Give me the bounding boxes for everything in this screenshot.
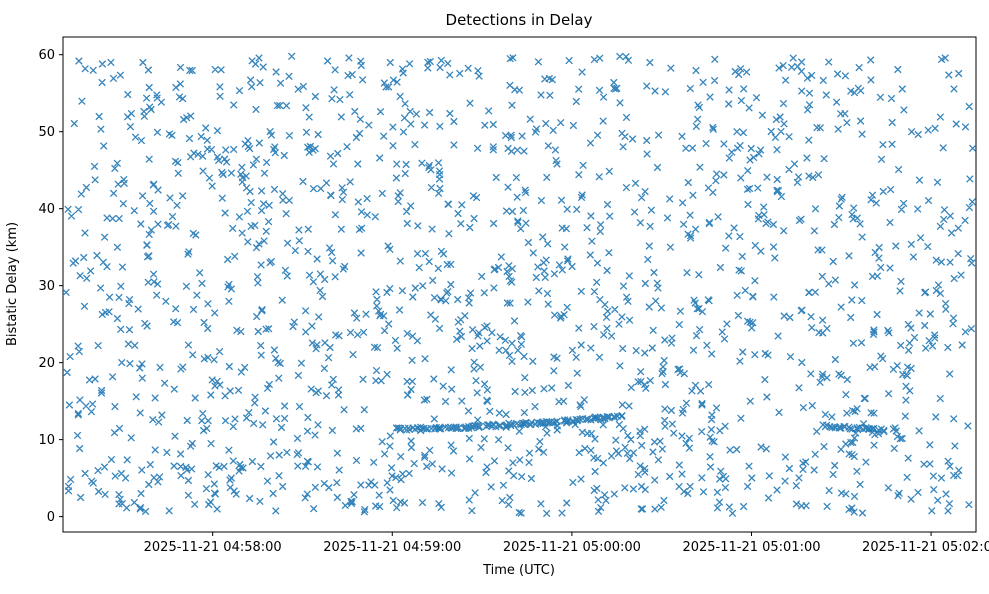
y-tick-label: 20 — [38, 356, 55, 371]
y-tick-label: 30 — [38, 279, 55, 294]
y-axis-ticks: 0 10 20 30 40 50 60 — [38, 48, 63, 525]
x-axis-ticks: 2025-11-21 04:58:00 2025-11-21 04:59:00 20… — [144, 532, 989, 555]
y-tick-label: 0 — [47, 510, 55, 525]
chart-title: Detections in Delay — [446, 11, 593, 29]
y-axis-label: Bistatic Delay (km) — [5, 222, 20, 346]
x-tick-label: 2025-11-21 05:02:00 — [862, 540, 989, 555]
y-tick-label: 60 — [38, 48, 55, 63]
x-axis-label: Time (UTC) — [482, 563, 555, 578]
y-tick-label: 10 — [38, 433, 55, 448]
data-points — [62, 52, 977, 518]
x-tick-label: 2025-11-21 05:00:00 — [503, 540, 641, 555]
y-tick-label: 50 — [38, 125, 55, 140]
series-clutter-detections — [62, 52, 977, 518]
series-target-track-2 — [819, 421, 888, 436]
y-tick-label: 40 — [38, 202, 55, 217]
x-tick-label: 2025-11-21 04:58:00 — [144, 540, 282, 555]
x-tick-label: 2025-11-21 05:01:00 — [682, 540, 820, 555]
series-target-track-1 — [392, 412, 626, 434]
x-tick-label: 2025-11-21 04:59:00 — [323, 540, 461, 555]
plot-area — [62, 36, 977, 533]
